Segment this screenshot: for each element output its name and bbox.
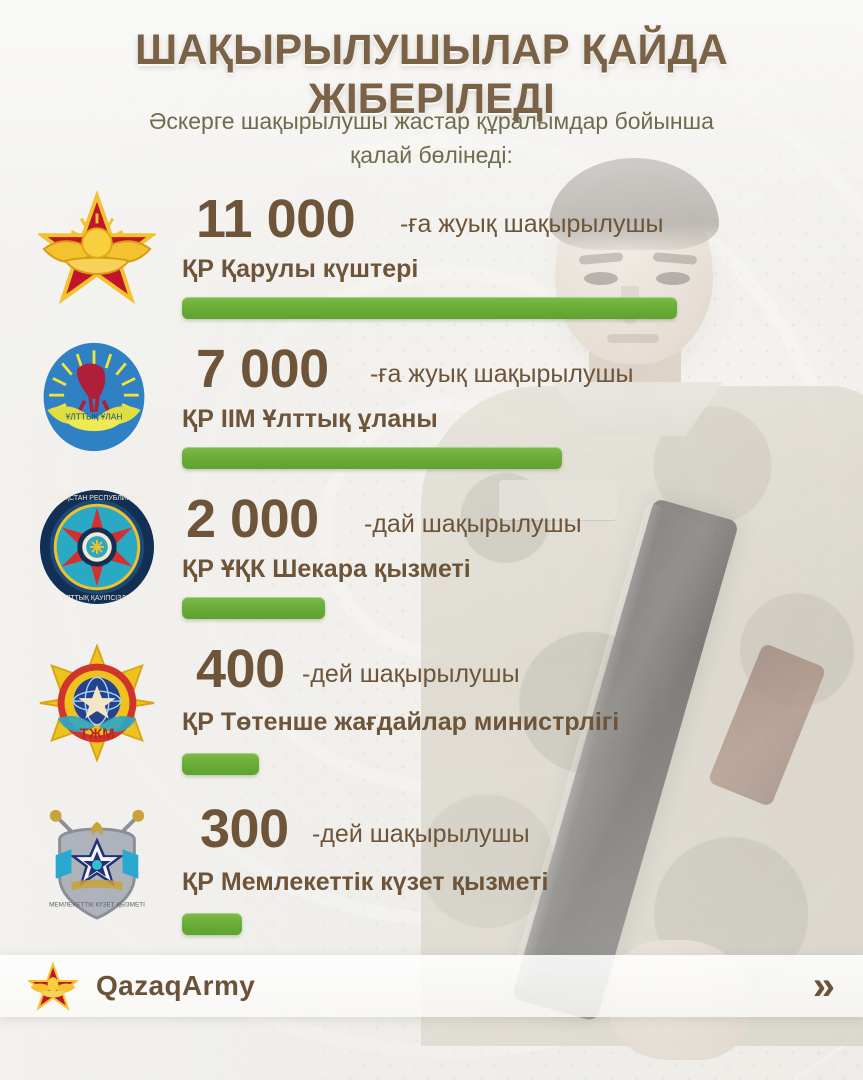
branch-label: ҚР Төтенше жағдайлар министрлігі [182,708,620,736]
subtitle-line-2: қалай бөлінеді: [350,142,513,168]
brand-name: QazaqArmy [96,970,256,1001]
list-item: МЕМЛЕКЕТТІК КҮЗЕТ ҚЫЗМЕТІ 300 -дей шақыр… [0,790,863,950]
subtitle-line-1: Әскерге шақырылушы жастар құралымдар бой… [149,108,714,134]
figure-value: 400 [196,639,285,699]
branch-label: ҚР ІІМ Ұлттық ұланы [182,405,438,433]
svg-text:ТЖМ: ТЖМ [80,726,115,742]
value-bar [182,297,677,319]
figure-value: 11 000 [196,189,356,249]
national-guard-emblem: ҰЛТТЫҚ ҰЛАН [38,338,156,456]
page-title: ШАҚЫРЫЛУШЫЛАР ҚАЙДА ЖІБЕРІЛЕДІ [135,26,728,123]
figure-value: 300 [200,799,289,859]
chevron-right-icon[interactable]: » [812,964,835,1008]
list-item: ҚАЗАҚСТАН РЕСПУБЛИКАСЫ ҰЛТТЫҚ ҚАУІПСІЗДІ… [0,480,863,630]
figure-suffix: -дей шақырылушы [312,820,530,848]
list-item: 11 000 -ға жуық шақырылушы ҚР Қарулы күш… [0,180,863,330]
list-item: ҰЛТТЫҚ ҰЛАН 7 000 -ға жуық шақырылушы ҚР… [0,330,863,480]
value-bar [182,913,242,935]
branch-label: ҚР Мемлекеттік күзет қызметі [182,868,549,896]
armed-forces-star-emblem [26,961,80,1011]
figure-suffix: -ға жуық шақырылушы [370,360,634,388]
svg-text:ҚАЗАҚСТАН РЕСПУБЛИКАСЫ: ҚАЗАҚСТАН РЕСПУБЛИКАСЫ [48,495,146,502]
value-bar [182,597,325,619]
figure-suffix: -дай шақырылушы [364,510,582,538]
figure-value: 2 000 [186,489,319,549]
branch-label: ҚР ҰҚК Шекара қызметі [182,555,471,583]
emergency-ministry-emblem: ТЖМ [38,643,156,763]
page-subtitle: Әскерге шақырылушы жастар құралымдар бой… [90,104,773,172]
svg-text:ҰЛТТЫҚ ҚАУІПСІЗДІК: ҰЛТТЫҚ ҚАУІПСІЗДІК [62,595,132,602]
figure-suffix: -дей шақырылушы [302,660,520,688]
figure-value: 7 000 [196,339,329,399]
state-security-service-emblem: МЕМЛЕКЕТТІК КҮЗЕТ ҚЫЗМЕТІ [38,804,156,922]
distribution-list: 11 000 -ға жуық шақырылушы ҚР Қарулы күш… [0,180,863,950]
knb-border-service-emblem: ҚАЗАҚСТАН РЕСПУБЛИКАСЫ ҰЛТТЫҚ ҚАУІПСІЗДІ… [38,488,156,606]
svg-text:МЕМЛЕКЕТТІК КҮЗЕТ ҚЫЗМЕТІ: МЕМЛЕКЕТТІК КҮЗЕТ ҚЫЗМЕТІ [49,901,145,908]
value-bar [182,447,562,469]
svg-text:ҰЛТТЫҚ ҰЛАН: ҰЛТТЫҚ ҰЛАН [66,411,123,421]
branch-label: ҚР Қарулы күштері [182,255,419,283]
footer-bar: QazaqArmy » [0,955,863,1017]
value-bar [182,753,259,775]
figure-suffix: -ға жуық шақырылушы [400,210,664,238]
list-item: ТЖМ 400 -дей шақырылушы ҚР Төтенше жағда… [0,630,863,790]
armed-forces-star-emblem [35,188,159,306]
